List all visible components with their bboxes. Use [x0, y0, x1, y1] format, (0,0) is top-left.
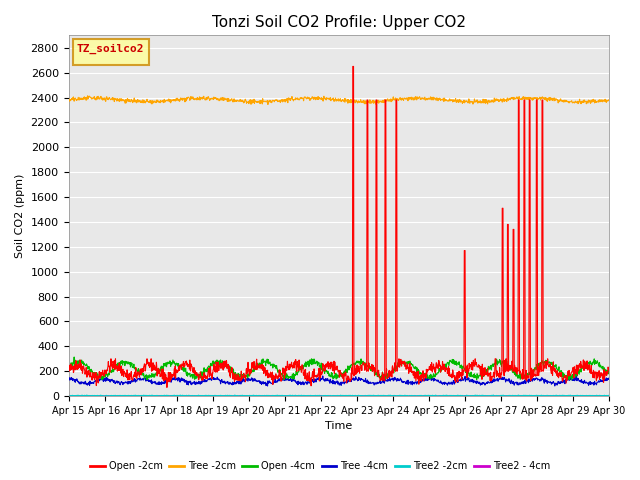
Legend:  [73, 39, 148, 65]
X-axis label: Time: Time [325, 421, 353, 432]
Legend: Open -2cm, Tree -2cm, Open -4cm, Tree -4cm, Tree2 -2cm, Tree2 - 4cm: Open -2cm, Tree -2cm, Open -4cm, Tree -4… [86, 457, 554, 475]
Title: Tonzi Soil CO2 Profile: Upper CO2: Tonzi Soil CO2 Profile: Upper CO2 [212, 15, 466, 30]
Y-axis label: Soil CO2 (ppm): Soil CO2 (ppm) [15, 174, 25, 258]
